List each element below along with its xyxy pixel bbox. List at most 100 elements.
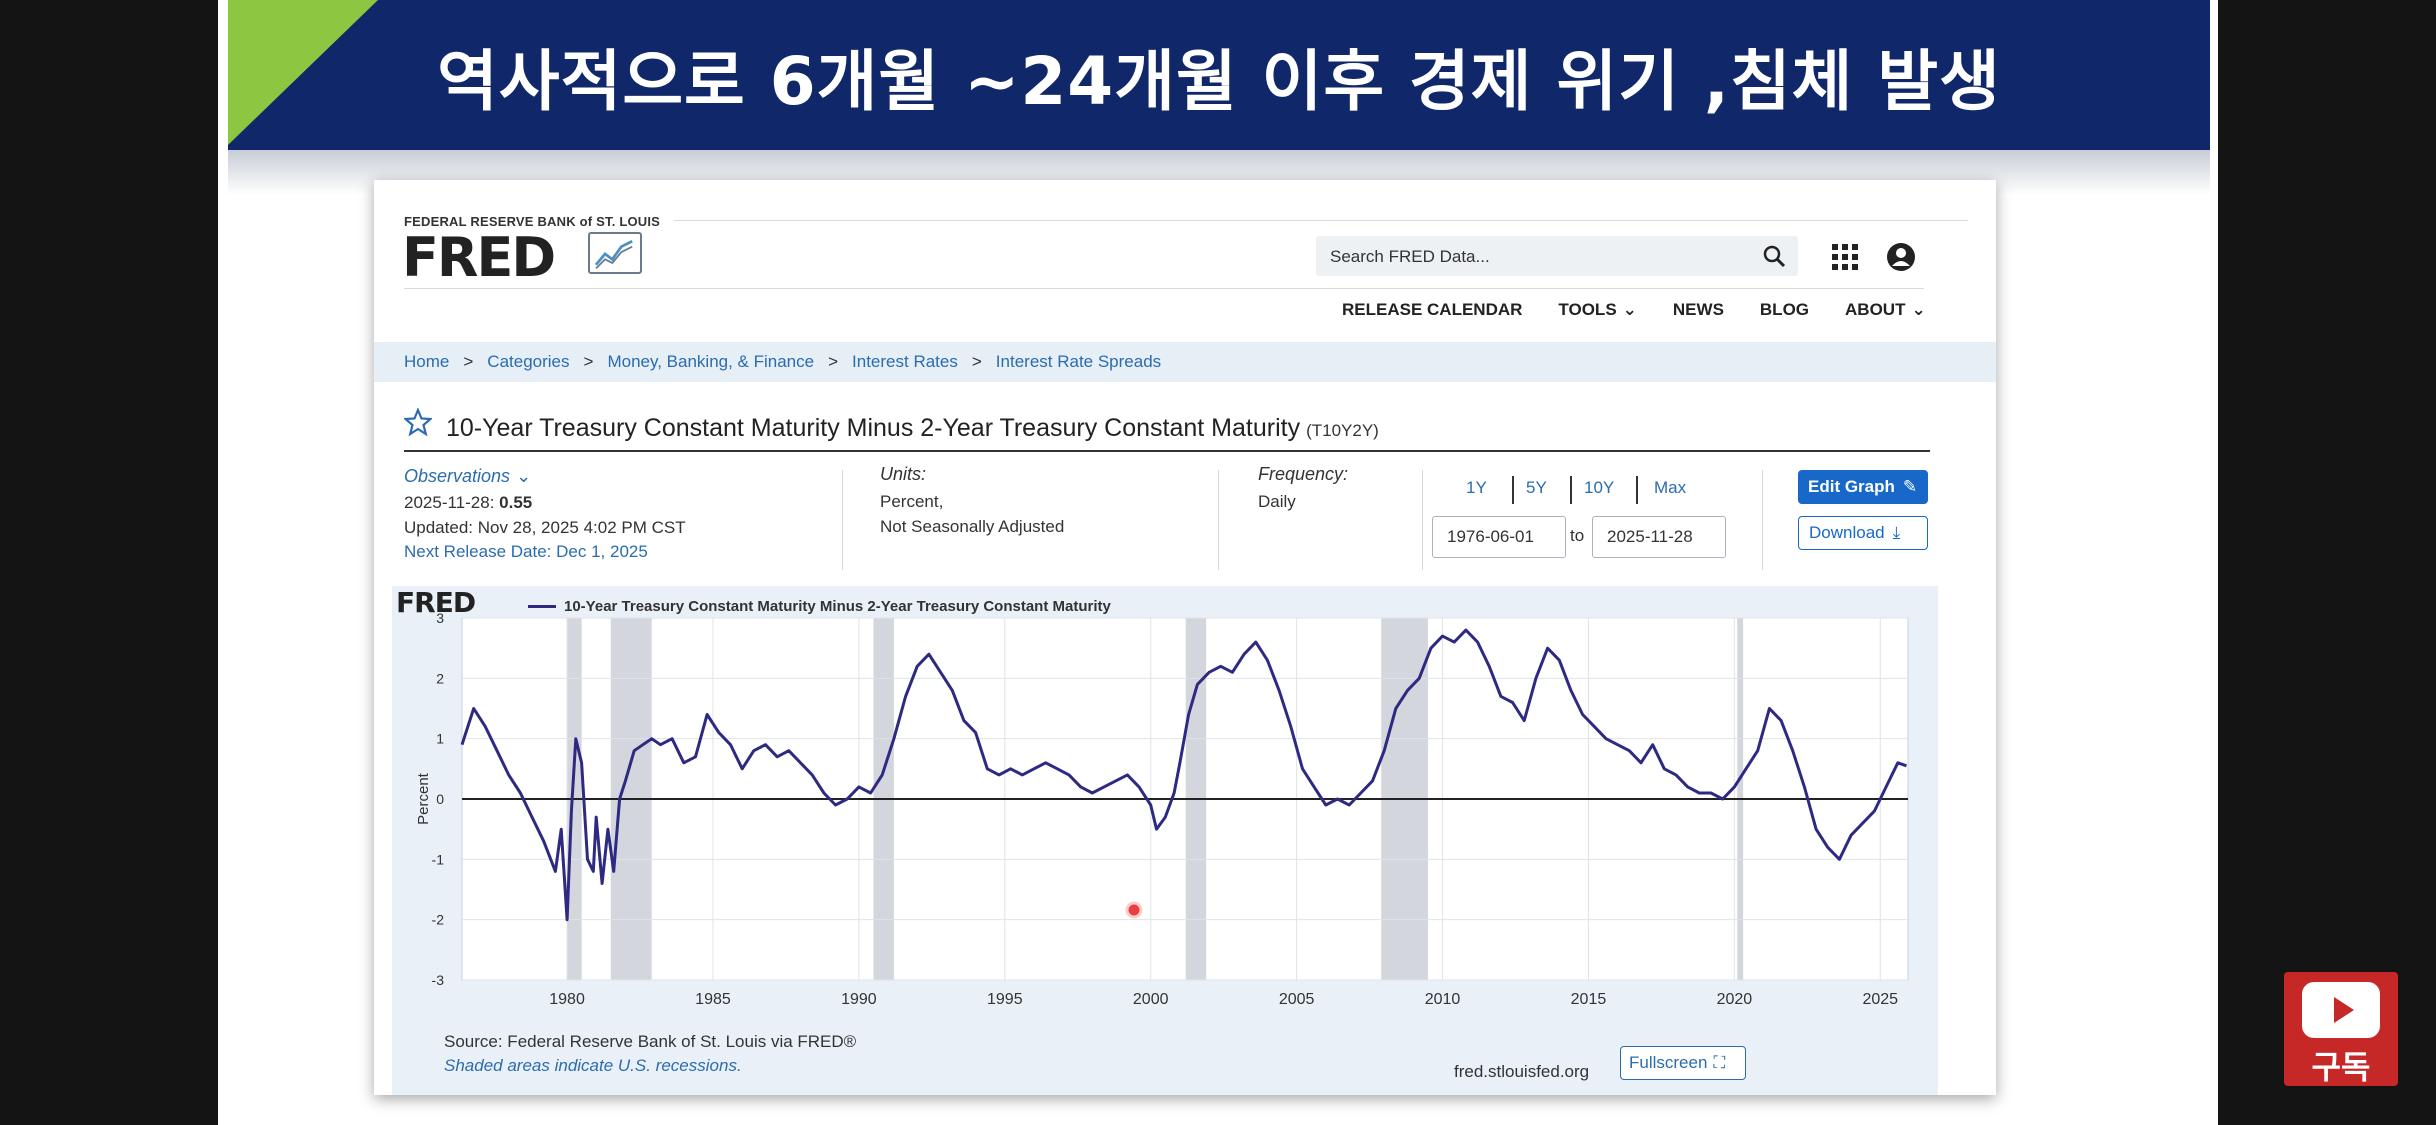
y-tick-label: -2: [432, 912, 445, 928]
fred-logo[interactable]: FRED: [402, 226, 556, 289]
x-tick-label: 1995: [987, 991, 1023, 1008]
nav-label: TOOLS: [1558, 300, 1617, 319]
search-icon[interactable]: [1762, 244, 1786, 268]
end-date-input[interactable]: 2025-11-28: [1592, 516, 1726, 558]
org-name: FEDERAL RESERVE BANK of ST. LOUIS: [404, 214, 661, 229]
start-date-input[interactable]: 1976-06-01: [1432, 516, 1566, 558]
x-tick-label: 2020: [1717, 991, 1753, 1008]
series-line: [460, 628, 1907, 922]
edit-icon: ✎: [1902, 477, 1918, 496]
observations-dropdown[interactable]: Observations ⌄: [404, 466, 531, 487]
observations-label: Observations: [404, 466, 511, 486]
user-account-icon[interactable]: [1886, 242, 1916, 272]
search-placeholder: Search FRED Data...: [1330, 247, 1490, 266]
x-tick-label: 2025: [1862, 991, 1898, 1008]
apps-grid-icon[interactable]: [1830, 242, 1860, 272]
obs-value: 0.55: [499, 493, 533, 512]
range-separator: [1636, 476, 1638, 504]
cursor-indicator: [1125, 901, 1143, 919]
edit-graph-button[interactable]: Edit Graph ✎: [1798, 470, 1928, 504]
breadcrumb-separator: >: [463, 352, 474, 371]
presentation-slide: 역사적으로 6개월 ~24개월 이후 경제 위기 ,침체 발생 FEDERAL …: [218, 0, 2218, 1125]
download-label: Download: [1809, 523, 1885, 542]
breadcrumb-categories[interactable]: Categories: [487, 352, 570, 371]
legend-label: 10-Year Treasury Constant Maturity Minus…: [564, 598, 1111, 615]
range-1y-button[interactable]: 1Y: [1466, 478, 1487, 497]
nav-label: ABOUT: [1845, 300, 1906, 319]
recession-note[interactable]: Shaded areas indicate U.S. recessions.: [444, 1056, 742, 1075]
nav-tools[interactable]: TOOLS ⌄: [1558, 300, 1637, 320]
date-to-label: to: [1570, 526, 1585, 545]
x-tick-label: 1990: [841, 991, 877, 1008]
fred-chart-logo-icon: [588, 232, 642, 274]
fullscreen-label: Fullscreen: [1629, 1053, 1708, 1072]
site-url: fred.stlouisfed.org: [1454, 1062, 1590, 1081]
updated-text: Updated: Nov 28, 2025 4:02 PM CST: [404, 518, 686, 537]
search-input[interactable]: Search FRED Data...: [1316, 236, 1798, 276]
breadcrumb-separator: >: [971, 352, 982, 371]
meta-divider: [1218, 470, 1219, 570]
header-divider: [404, 288, 1924, 289]
youtube-play-icon: [2302, 982, 2380, 1038]
chart-svg: -3 -2 -1 0 1 2 3 1980 1985 1990 1995 2000 2005 2010 20…: [415, 610, 1909, 1008]
nav-news[interactable]: NEWS: [1673, 300, 1724, 320]
breadcrumb-money-banking[interactable]: Money, Banking, & Finance: [607, 352, 815, 371]
y-tick-label: 1: [436, 731, 444, 747]
x-tick-label: 2010: [1425, 991, 1461, 1008]
obs-date: 2025-11-28:: [404, 493, 495, 512]
frequency-label: Frequency:: [1258, 464, 1349, 484]
legend-line-swatch: [528, 605, 556, 608]
x-tick-label: 2005: [1279, 991, 1315, 1008]
right-letterbox: [2218, 0, 2436, 1125]
y-tick-label: 0: [436, 791, 444, 807]
chevron-down-icon: ⌄: [1911, 300, 1926, 319]
breadcrumb-interest-rates[interactable]: Interest Rates: [852, 352, 958, 371]
nav-label: NEWS: [1672, 300, 1724, 319]
breadcrumb-interest-rate-spreads[interactable]: Interest Rate Spreads: [995, 352, 1162, 371]
subscribe-label: 구독: [2311, 1048, 2371, 1086]
chart-source: Source: Federal Reserve Bank of St. Loui…: [444, 1032, 857, 1051]
nav-label: BLOG: [1759, 300, 1810, 319]
series-id: (T10Y2Y): [1306, 421, 1379, 440]
y-tick-label: -3: [432, 972, 445, 988]
nav-blog[interactable]: BLOG: [1760, 300, 1809, 320]
x-tick-label: 1985: [695, 991, 731, 1008]
breadcrumb-bar: Home > Categories > Money, Banking, & Fi…: [374, 342, 1996, 382]
fullscreen-button[interactable]: Fullscreen ⛶: [1620, 1046, 1746, 1080]
meta-divider: [842, 470, 843, 570]
frequency-value: Daily: [1258, 492, 1296, 511]
series-title: 10-Year Treasury Constant Maturity Minus…: [446, 414, 1301, 442]
subscribe-button[interactable]: 구독: [2284, 972, 2398, 1086]
next-release-link[interactable]: Next Release Date: Dec 1, 2025: [404, 542, 648, 561]
download-icon: ⤓: [1892, 523, 1901, 542]
x-tick-label: 2015: [1571, 991, 1607, 1008]
meta-divider: [1422, 470, 1423, 570]
range-max-button[interactable]: Max: [1654, 478, 1687, 497]
breadcrumb: Home > Categories > Money, Banking, & Fi…: [404, 352, 1161, 372]
star-icon[interactable]: [404, 408, 432, 436]
main-nav: RELEASE CALENDAR TOOLS ⌄ NEWS BLOG ABOUT ⌄: [1342, 300, 1926, 320]
units-value-2: Not Seasonally Adjusted: [880, 517, 1065, 536]
slide-title: 역사적으로 6개월 ~24개월 이후 경제 위기 ,침체 발생: [437, 43, 2001, 120]
fred-page-screenshot: FEDERAL RESERVE BANK of ST. LOUIS FRED S…: [374, 180, 1996, 1095]
series-title-row: 10-Year Treasury Constant Maturity Minus…: [404, 408, 1379, 443]
units-value-1: Percent,: [880, 492, 944, 511]
breadcrumb-home[interactable]: Home: [404, 352, 450, 371]
download-button[interactable]: Download ⤓: [1798, 516, 1928, 550]
chart-panel: -3 -2 -1 0 1 2 3 1980 1985 1990 1995 2000 2005 2010 20…: [392, 586, 1938, 1095]
x-tick-label: 2000: [1133, 991, 1169, 1008]
fullscreen-icon: ⛶: [1713, 1053, 1726, 1072]
banner-accent-triangle: [228, 0, 378, 145]
nav-release-calendar[interactable]: RELEASE CALENDAR: [1342, 300, 1522, 320]
chevron-down-icon: ⌄: [1622, 300, 1637, 319]
range-10y-button[interactable]: 10Y: [1584, 478, 1615, 497]
slide-banner: 역사적으로 6개월 ~24개월 이후 경제 위기 ,침체 발생: [228, 0, 2210, 150]
units-label: Units:: [880, 464, 927, 484]
range-5y-button[interactable]: 5Y: [1526, 478, 1547, 497]
y-axis-label: Percent: [415, 772, 432, 825]
y-tick-label: 2: [436, 670, 444, 686]
nav-about[interactable]: ABOUT ⌄: [1845, 300, 1926, 320]
range-separator: [1570, 476, 1572, 504]
breadcrumb-separator: >: [828, 352, 839, 371]
edit-graph-label: Edit Graph: [1808, 477, 1895, 496]
